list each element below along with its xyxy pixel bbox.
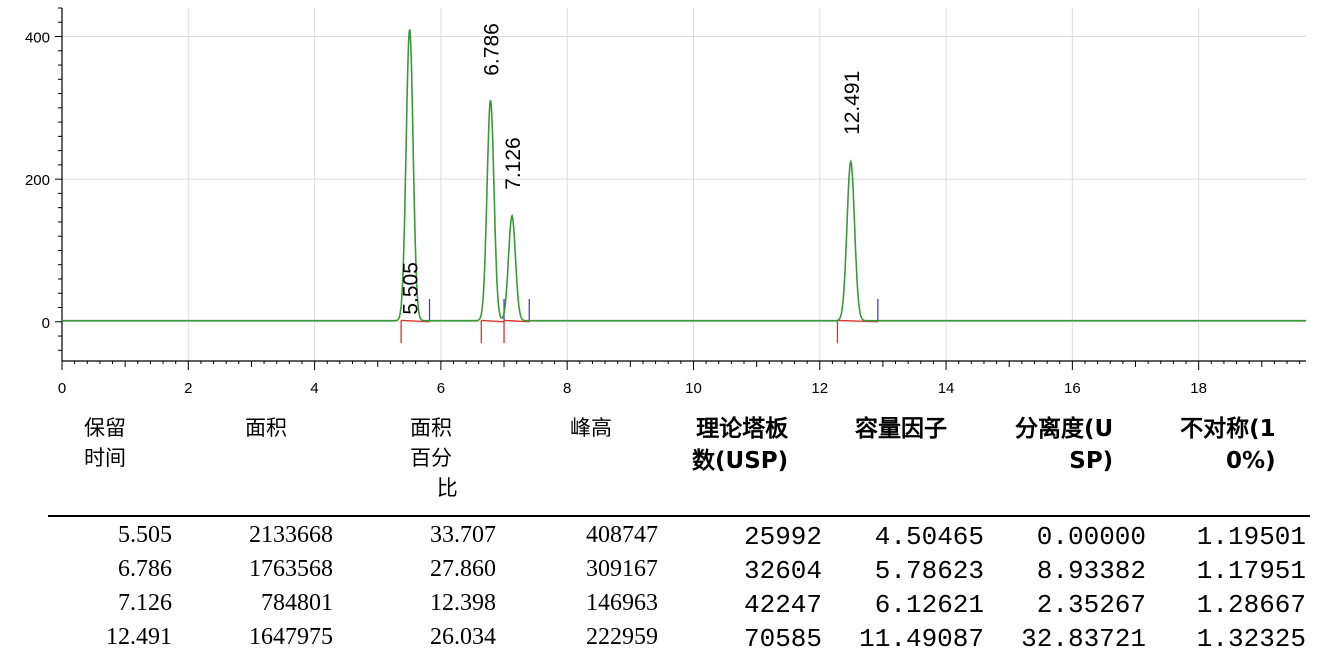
peak-label: 7.126	[502, 137, 525, 190]
cell-capacity-factor: 4.50465	[874, 522, 984, 552]
cell-area: 1763568	[249, 556, 333, 582]
cell-area: 1647975	[249, 624, 333, 650]
cell-area-percent: 33.707	[430, 522, 496, 548]
cell-resolution: 32.83721	[1021, 624, 1146, 654]
cell-asymmetry: 1.17951	[1196, 556, 1306, 586]
cell-theoretical-plates: 70585	[743, 624, 822, 654]
cell-capacity-factor: 5.78623	[874, 556, 984, 586]
header-resolution: 分离度(U SP)	[1015, 416, 1114, 474]
cell-theoretical-plates: 42247	[743, 590, 822, 620]
x-tick-label: 2	[184, 380, 192, 397]
cell-capacity-factor: 6.12621	[874, 590, 984, 620]
baseline-segment	[401, 319, 430, 323]
cell-area-percent: 26.034	[430, 624, 496, 650]
baseline-segment	[503, 319, 530, 323]
cell-resolution: 0.00000	[1036, 522, 1146, 552]
header-retention-time: 保留 时间	[84, 416, 126, 470]
cell-area-percent: 12.398	[430, 590, 496, 616]
cell-asymmetry: 1.19501	[1196, 522, 1306, 552]
cell-theoretical-plates: 32604	[743, 556, 822, 586]
y-tick-label: 200	[25, 172, 50, 189]
x-tick-label: 10	[685, 380, 702, 397]
cell-peak-height: 222959	[586, 624, 658, 650]
cell-peak-height: 309167	[586, 556, 658, 582]
peak-label: 12.491	[841, 71, 864, 135]
baseline-segment	[481, 319, 505, 323]
peak-label: 6.786	[481, 23, 504, 76]
header-area: 面积	[245, 416, 287, 440]
header-theoretical-plates: 理论塔板 数(USP)	[692, 416, 789, 474]
y-tick-label: 0	[42, 315, 50, 332]
cell-area: 2133668	[249, 522, 333, 548]
cell-asymmetry: 1.32325	[1196, 624, 1306, 654]
chromatogram-trace	[62, 29, 1306, 322]
chart-grid	[62, 8, 1306, 361]
cell-capacity-factor: 11.49087	[859, 624, 984, 654]
peak-label: 5.505	[400, 262, 423, 315]
cell-retention-time: 5.505	[118, 522, 172, 548]
table-header-rule	[48, 515, 1310, 517]
cell-area-percent: 27.860	[430, 556, 496, 582]
x-tick-label: 18	[1190, 380, 1207, 397]
baseline-segment	[837, 319, 878, 323]
header-area-percent: 面积 百分 比	[410, 416, 458, 500]
cell-peak-height: 146963	[586, 590, 658, 616]
x-tick-label: 4	[310, 380, 318, 397]
cell-asymmetry: 1.28667	[1196, 590, 1306, 620]
x-tick-label: 12	[811, 380, 828, 397]
x-tick-label: 16	[1064, 380, 1081, 397]
y-tick-label: 400	[25, 30, 50, 47]
cell-area: 784801	[261, 590, 333, 616]
cell-resolution: 2.35267	[1036, 590, 1146, 620]
chart-axes: 0 2 4 6 8 10 12 14 16 18 0 200 400	[25, 7, 1306, 397]
peak-labels: 5.505 6.786 7.126 12.491	[400, 23, 864, 314]
x-tick-label: 0	[58, 380, 66, 397]
cell-resolution: 8.93382	[1036, 556, 1146, 586]
chromatogram-chart: 0 2 4 6 8 10 12 14 16 18 0 200 400 5.505 6.786 7.126 12…	[25, 7, 1306, 397]
header-peak-height: 峰高	[570, 416, 612, 440]
cell-retention-time: 7.126	[118, 590, 172, 616]
x-tick-label: 6	[437, 380, 445, 397]
header-asymmetry: 不对称(1 0%)	[1180, 416, 1276, 474]
x-tick-label: 8	[563, 380, 571, 397]
cell-retention-time: 6.786	[118, 556, 172, 582]
header-capacity-factor: 容量因子	[855, 416, 947, 442]
cell-theoretical-plates: 25992	[743, 522, 822, 552]
x-tick-label: 14	[938, 380, 955, 397]
cell-peak-height: 408747	[586, 522, 658, 548]
cell-retention-time: 12.491	[106, 624, 172, 650]
